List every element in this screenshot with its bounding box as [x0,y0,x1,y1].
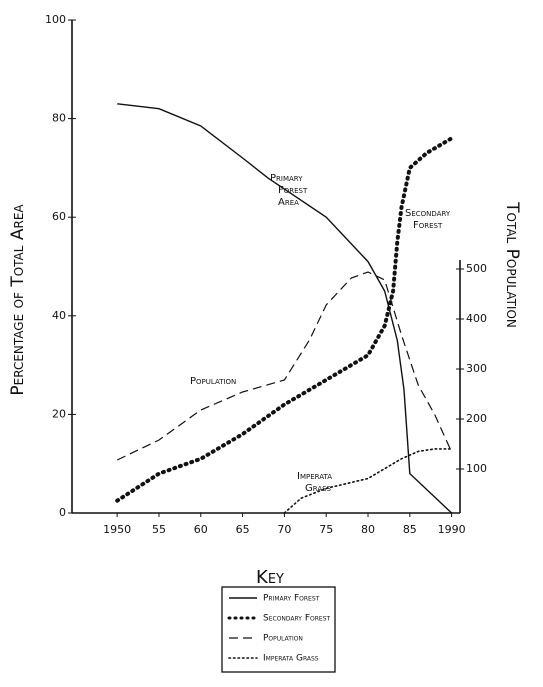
x-tick-label: 80 [361,523,375,536]
series-annotation: Grass [305,483,332,494]
legend-label: Secondary Forest [263,614,331,624]
y2-tick-label: 200 [466,412,487,425]
x-tick-label: 60 [194,523,208,536]
legend-label: Primary Forest [263,594,320,604]
series-line [117,103,453,514]
y-tick-label: 20 [52,407,66,420]
x-tick-label: 85 [403,523,417,536]
y-tick-label: 0 [59,506,66,519]
x-tick-label: 75 [319,523,333,536]
y-tick-label: 60 [52,210,66,223]
y2-tick-label: 400 [466,312,487,325]
series-annotation: Population [190,376,236,387]
series-annotation: Primary [270,173,303,184]
series-annotation: Forest [413,220,443,231]
x-tick-label: 1950 [103,523,131,536]
y2-tick-label: 300 [466,362,487,375]
x-tick-label: 70 [277,523,291,536]
y-tick-label: 40 [52,309,66,322]
legend-title: Key [256,567,284,588]
series-line [283,448,453,514]
series-line [115,136,454,503]
legend-box [221,586,336,673]
legend-label: Imperata Grass [263,654,319,664]
legend-label: Population [263,634,303,644]
y2-axis-title: Total Population [502,201,522,328]
series-annotation: Secondary [405,208,451,219]
series-annotation: Forest [278,185,308,196]
x-tick-label: 1990 [438,523,466,536]
series-annotation: Imperata [297,471,332,482]
y2-tick-label: 100 [466,462,487,475]
series-line [116,271,453,461]
x-tick-label: 55 [152,523,166,536]
series-annotation: Area [278,197,299,208]
x-tick-label: 65 [236,523,250,536]
y-axis-title: Percentage of Total Area [8,204,28,396]
y-tick-label: 80 [52,112,66,125]
y-tick-label: 100 [45,13,66,26]
y2-tick-label: 500 [466,262,487,275]
